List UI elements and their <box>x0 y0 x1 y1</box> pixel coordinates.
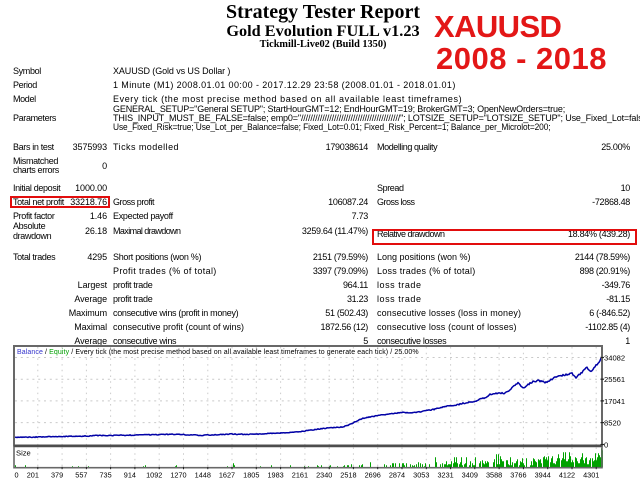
svg-text:1805: 1805 <box>243 471 259 480</box>
svg-text:914: 914 <box>124 471 136 480</box>
svg-text:3766: 3766 <box>510 471 526 480</box>
svg-text:4301: 4301 <box>583 471 599 480</box>
svg-text:3588: 3588 <box>486 471 502 480</box>
svg-text:0: 0 <box>15 471 19 480</box>
svg-text:4122: 4122 <box>559 471 575 480</box>
svg-text:3409: 3409 <box>462 471 478 480</box>
svg-text:3053: 3053 <box>413 471 429 480</box>
svg-text:1092: 1092 <box>146 471 162 480</box>
svg-text:Size: Size <box>16 449 31 458</box>
svg-text:1983: 1983 <box>267 471 283 480</box>
svg-text:25561: 25561 <box>604 375 625 384</box>
svg-text:Balance / Equity / Every tick: Balance / Equity / Every tick (the most … <box>17 349 419 356</box>
svg-text:2518: 2518 <box>340 471 356 480</box>
svg-text:8520: 8520 <box>604 419 621 428</box>
svg-text:1448: 1448 <box>195 471 211 480</box>
svg-text:201: 201 <box>27 471 39 480</box>
svg-text:2696: 2696 <box>365 471 381 480</box>
svg-text:3231: 3231 <box>437 471 453 480</box>
svg-text:735: 735 <box>100 471 112 480</box>
svg-text:2161: 2161 <box>292 471 308 480</box>
svg-text:2874: 2874 <box>389 471 405 480</box>
svg-text:17041: 17041 <box>604 397 625 406</box>
svg-text:0: 0 <box>604 441 608 450</box>
svg-text:2340: 2340 <box>316 471 332 480</box>
svg-text:1627: 1627 <box>219 471 235 480</box>
svg-text:3944: 3944 <box>535 471 551 480</box>
svg-text:557: 557 <box>75 471 87 480</box>
svg-text:379: 379 <box>51 471 63 480</box>
svg-text:1270: 1270 <box>170 471 186 480</box>
svg-text:34082: 34082 <box>604 354 625 363</box>
